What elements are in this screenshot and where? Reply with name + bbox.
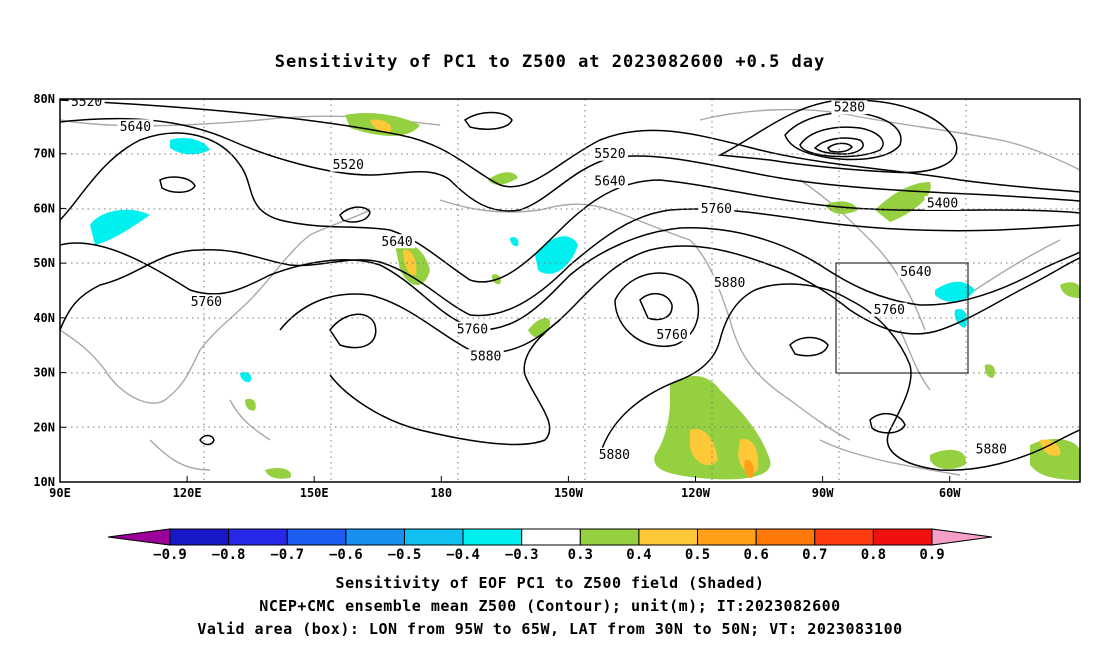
colorbar-segment <box>872 528 933 546</box>
z500-contours <box>60 99 1080 471</box>
footer-line-3: Valid area (box): LON from 95W to 65W, L… <box>197 620 902 638</box>
contour-label-bg <box>591 146 628 161</box>
contour-label-bg <box>973 442 1010 457</box>
contour-label: 5640 <box>594 175 625 190</box>
contour-label-bg <box>924 195 961 210</box>
colorbar-segment <box>638 528 699 546</box>
colorbar-segment <box>755 528 816 546</box>
colorbar-label: 0.9 <box>919 547 944 563</box>
contour-label: 5520 <box>333 158 364 173</box>
colorbar-segment <box>403 528 464 546</box>
contour-label: 5760 <box>656 328 687 343</box>
contour-labels: 5520 5640 5520 5640 5760 5760 5880 5520 5640 5760… <box>68 95 1010 463</box>
lat-ticks: 80N 70N 60N 50N 40N 30N 20N 10N <box>33 92 66 489</box>
contour-label: 5640 <box>381 235 412 250</box>
colorbar-label: −0.3 <box>505 547 539 563</box>
contour-label: 5880 <box>470 350 501 365</box>
contour-label-bg <box>454 321 491 336</box>
contour-label-bg <box>188 294 225 309</box>
colorbar-segment <box>228 528 288 546</box>
lat-tick-label: 20N <box>33 420 55 434</box>
contour-label-bg <box>596 447 633 462</box>
contour-label-bg <box>379 234 416 249</box>
lat-tick-label: 10N <box>33 475 55 489</box>
colorbar-label: −0.4 <box>446 547 480 563</box>
lon-tick-label: 150W <box>554 486 584 500</box>
contour-label: 5760 <box>191 295 222 310</box>
lon-tick-label: 180 <box>430 486 452 500</box>
map-title: Sensitivity of PC1 to Z500 at 2023082600… <box>275 52 826 72</box>
colorbar: −0.9 −0.8 −0.7 −0.6 −0.5 −0.4 −0.3 0.3 0.4 0.5 0.6… <box>107 528 993 563</box>
contour-label-bg <box>330 157 367 172</box>
contour-label-bg <box>68 99 105 109</box>
colorbar-segment <box>169 528 230 546</box>
colorbar-segment <box>345 528 405 546</box>
colorbar-label: 0.7 <box>802 547 827 563</box>
contour-label: 5400 <box>927 196 958 211</box>
colorbar-low-arrow <box>107 528 171 546</box>
colorbar-label: 0.6 <box>744 547 769 563</box>
contour-label: 5280 <box>834 101 865 116</box>
colorbar-label: 0.3 <box>568 547 593 563</box>
colorbar-label: −0.5 <box>388 547 422 563</box>
lon-tick-label: 90E <box>49 486 71 500</box>
colorbar-label: 0.5 <box>685 547 710 563</box>
lon-tick-label: 60W <box>939 486 961 500</box>
colorbar-segment <box>286 528 347 546</box>
lon-tick-label: 120E <box>173 486 202 500</box>
contour-label: 5880 <box>976 443 1007 458</box>
contour-label-bg <box>654 327 690 342</box>
lat-tick-label: 80N <box>33 92 55 106</box>
map-area: 5520 5640 5520 5640 5760 5760 5880 5520 5640 5760… <box>60 95 1080 482</box>
lat-tick-label: 50N <box>33 256 55 270</box>
contour-label: 5640 <box>900 265 931 280</box>
contour-label-bg <box>897 264 934 279</box>
contour-label-bg <box>591 174 628 189</box>
contour-label: 5760 <box>874 303 905 318</box>
map-frame <box>59 98 1081 483</box>
colorbar-segment <box>579 528 640 546</box>
valid-area-box <box>835 262 969 374</box>
colorbar-label: 0.8 <box>861 547 886 563</box>
contour-label: 5880 <box>599 448 630 463</box>
colorbar-segment <box>521 528 581 546</box>
colorbar-segment <box>697 528 757 546</box>
colorbar-label: −0.6 <box>329 547 363 563</box>
colorbar-label: −0.7 <box>270 547 304 563</box>
contour-label-bg <box>831 100 868 115</box>
contour-label: 5760 <box>457 322 488 337</box>
sensitivity-shading <box>90 113 1080 480</box>
coastlines <box>60 108 1080 476</box>
lon-tick-label: 90W <box>812 486 834 500</box>
footer-line-1: Sensitivity of EOF PC1 to Z500 field (Sh… <box>336 574 765 592</box>
lat-tick-label: 30N <box>33 366 55 380</box>
lon-tick-label: 150E <box>300 486 329 500</box>
contour-label-bg <box>467 349 504 364</box>
colorbar-label: −0.9 <box>153 547 187 563</box>
lon-ticks: 90E 120E 150E 180 150W 120W 90W 60W <box>49 476 961 500</box>
lat-tick-label: 70N <box>33 147 55 161</box>
colorbar-high-arrow <box>931 528 993 546</box>
colorbar-label: −0.8 <box>212 547 246 563</box>
colorbar-segment <box>814 528 874 546</box>
graticule <box>60 99 1080 482</box>
contour-label: 5520 <box>71 95 102 110</box>
lat-tick-label: 40N <box>33 311 55 325</box>
contour-label-bg <box>711 275 748 290</box>
contour-label-bg <box>698 201 735 216</box>
contour-label: 5760 <box>701 202 732 217</box>
contour-label-bg <box>871 302 908 317</box>
colorbar-segment <box>462 528 523 546</box>
footer-line-2: NCEP+CMC ensemble mean Z500 (Contour); u… <box>259 597 840 615</box>
colorbar-label: 0.4 <box>626 547 651 563</box>
contour-label-bg <box>117 119 154 134</box>
contour-label: 5520 <box>594 147 625 162</box>
contour-label: 5880 <box>714 276 745 291</box>
contour-label: 5640 <box>120 120 151 135</box>
lat-tick-label: 60N <box>33 201 55 215</box>
lon-tick-label: 120W <box>681 486 711 500</box>
